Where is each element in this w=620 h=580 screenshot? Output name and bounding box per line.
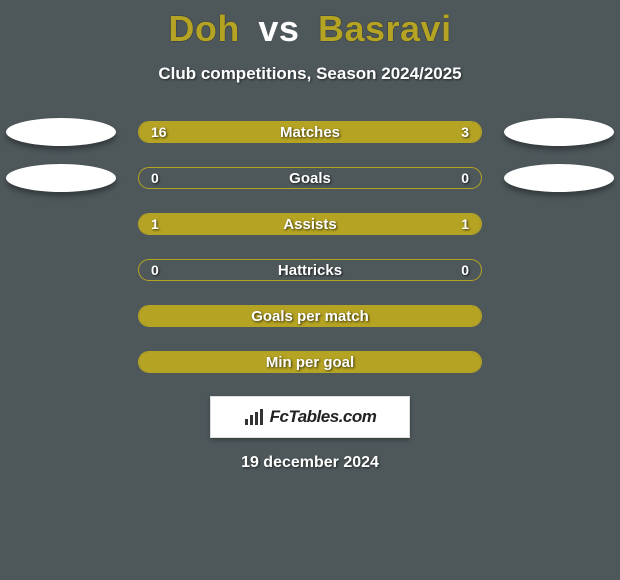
club-badge-right — [504, 118, 614, 146]
logo-text: FcTables.com — [270, 407, 377, 427]
stat-bar: 00Hattricks — [138, 259, 482, 281]
club-badge-right — [504, 164, 614, 192]
footer-date: 19 december 2024 — [0, 454, 620, 472]
stat-row: 163Matches — [0, 112, 620, 158]
stat-bar: Min per goal — [138, 351, 482, 373]
stat-label: Matches — [139, 122, 481, 142]
stat-label: Min per goal — [139, 352, 481, 372]
vs-label: vs — [258, 8, 299, 49]
player2-name: Basravi — [318, 8, 452, 49]
stat-bar: Goals per match — [138, 305, 482, 327]
comparison-chart: 163Matches 00Goals 11Assists 00Hattricks Goa… — [0, 112, 620, 388]
player1-name: Doh — [168, 8, 239, 49]
club-badge-left — [6, 118, 116, 146]
stat-row: 11Assists — [0, 204, 620, 250]
stat-row: Goals per match — [0, 296, 620, 342]
club-badge-left — [6, 164, 116, 192]
footer-logo: FcTables.com — [210, 396, 410, 438]
stat-row: 00Hattricks — [0, 250, 620, 296]
stat-label: Hattricks — [139, 260, 481, 280]
stat-row: 00Goals — [0, 158, 620, 204]
stat-row: Min per goal — [0, 342, 620, 388]
stat-bar: 11Assists — [138, 213, 482, 235]
stat-label: Goals — [139, 168, 481, 188]
stat-label: Assists — [139, 214, 481, 234]
stat-bar: 00Goals — [138, 167, 482, 189]
subtitle: Club competitions, Season 2024/2025 — [0, 64, 620, 84]
title-row: Doh vs Basravi — [0, 0, 620, 50]
stat-bar: 163Matches — [138, 121, 482, 143]
stat-label: Goals per match — [139, 306, 481, 326]
bar-chart-icon — [244, 408, 266, 426]
